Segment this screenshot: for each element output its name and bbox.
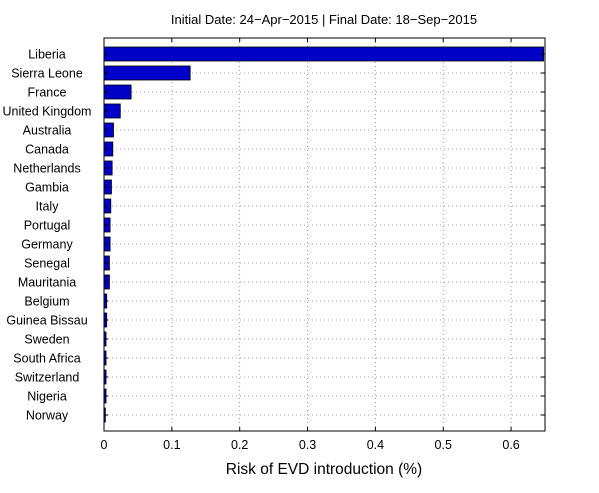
category-label-netherlands: Netherlands <box>13 162 80 176</box>
category-label-united-kingdom: United Kingdom <box>3 105 92 119</box>
x-tick-label-3: 0.3 <box>299 438 316 452</box>
bars <box>103 46 545 423</box>
category-label-canada: Canada <box>25 143 69 157</box>
category-label-belgium: Belgium <box>24 295 69 309</box>
category-label-nigeria: Nigeria <box>27 390 67 404</box>
category-label-gambia: Gambia <box>25 181 69 195</box>
category-label-sierra-leone: Sierra Leone <box>11 67 83 81</box>
x-tick-label-2: 0.2 <box>231 438 248 452</box>
category-label-liberia: Liberia <box>28 48 66 62</box>
category-label-south-africa: South Africa <box>13 352 80 366</box>
plot-frame <box>103 37 546 432</box>
bar-liberia <box>103 46 545 62</box>
x-tick-label-0: 0 <box>101 438 108 452</box>
category-label-sweden: Sweden <box>24 333 69 347</box>
category-label-guinea-bissau: Guinea Bissau <box>6 314 87 328</box>
x-tick-label-1: 0.1 <box>163 438 180 452</box>
category-label-france: France <box>28 86 67 100</box>
category-labels: Liberia Sierra Leone France United Kingdom A… <box>3 48 92 423</box>
category-label-switzerland: Switzerland <box>15 371 80 385</box>
chart-title: Initial Date: 24−Apr−2015 | Final Date: … <box>171 12 477 27</box>
bar-sierra-leone <box>103 65 191 81</box>
x-axis-label: Risk of EVD introduction (%) <box>226 461 422 478</box>
x-tick-label-4: 0.4 <box>367 438 384 452</box>
category-label-portugal: Portugal <box>24 219 71 233</box>
x-tick-label-6: 0.6 <box>502 438 519 452</box>
category-label-senegal: Senegal <box>24 257 70 271</box>
category-label-norway: Norway <box>26 409 69 423</box>
bar-france <box>103 84 132 100</box>
x-ticks: 0 0.1 0.2 0.3 0.4 0.5 0.6 <box>101 38 545 452</box>
category-label-australia: Australia <box>23 124 72 138</box>
x-tick-label-5: 0.5 <box>435 438 452 452</box>
category-label-mauritania: Mauritania <box>18 276 76 290</box>
category-label-italy: Italy <box>36 200 60 214</box>
category-label-germany: Germany <box>21 238 73 252</box>
grid-lines <box>104 38 545 431</box>
